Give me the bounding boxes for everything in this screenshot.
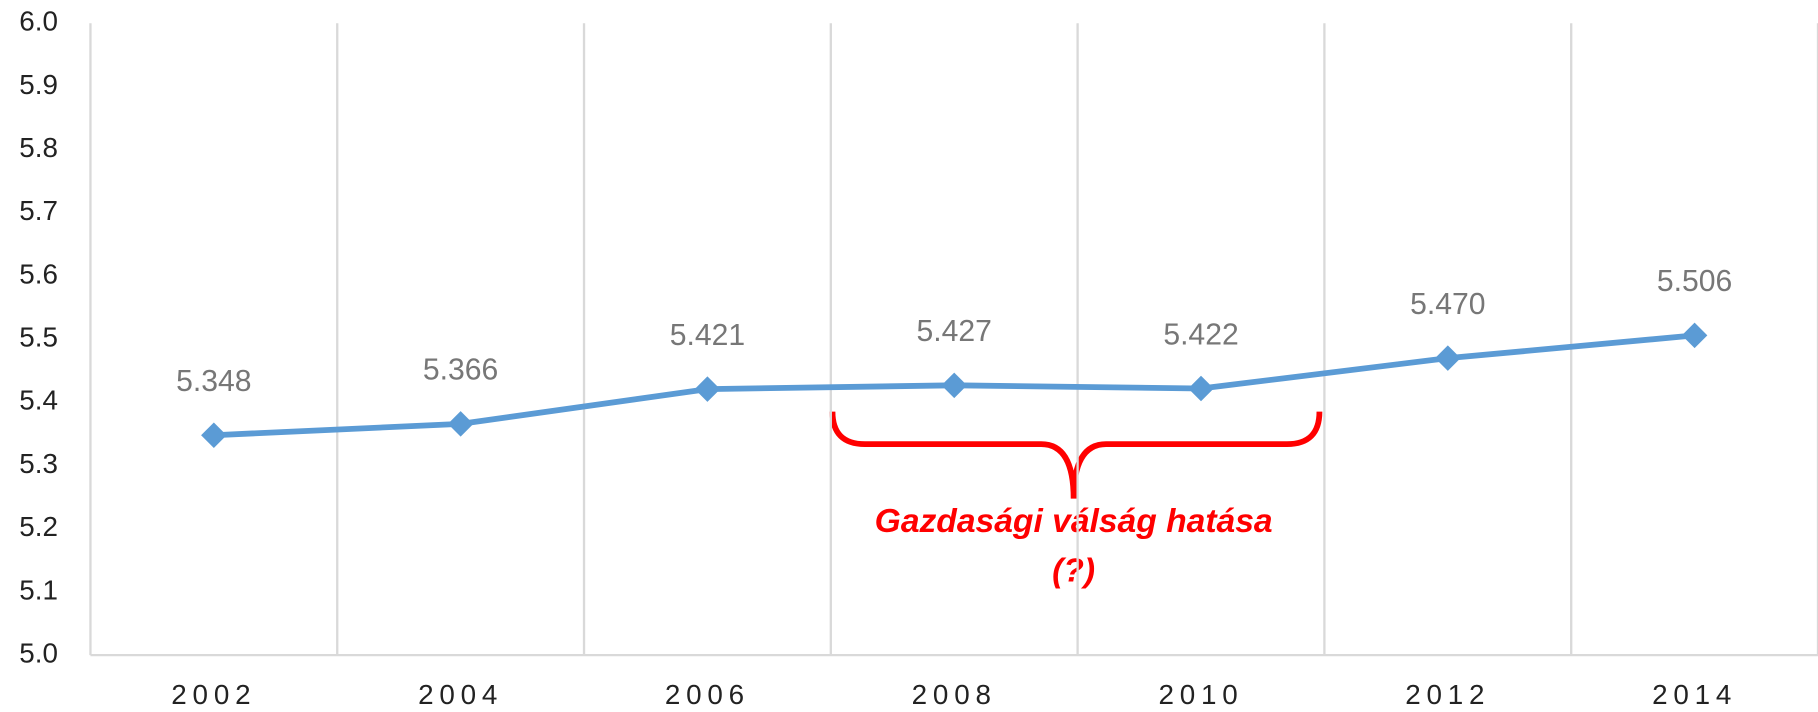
x-tick-label: 2008: [912, 679, 997, 710]
x-tick-label: 2004: [418, 679, 503, 710]
y-tick-label: 5.8: [19, 132, 58, 163]
data-point: [1435, 345, 1461, 371]
y-tick-label: 5.2: [19, 511, 58, 542]
annotation-brace: [829, 411, 1323, 499]
y-tick-label: 5.7: [19, 195, 58, 226]
x-tick-label: 2006: [665, 679, 750, 710]
data-point: [1188, 375, 1214, 402]
y-tick-label: 5.4: [19, 385, 58, 416]
data-point: [941, 372, 967, 399]
data-point: [447, 411, 474, 437]
x-tick-label: 2014: [1652, 679, 1737, 710]
y-tick-label: 5.5: [19, 322, 58, 353]
x-tick-label: 2012: [1405, 679, 1490, 710]
annotation: (?): [1052, 553, 1095, 590]
data-label: 5.421: [670, 319, 745, 352]
y-tick-label: 6.0: [19, 6, 58, 37]
y-tick-label: 5.1: [19, 574, 58, 605]
data-label: 5.366: [423, 354, 498, 387]
data-label: 5.348: [176, 365, 251, 398]
data-label: 5.506: [1657, 265, 1732, 298]
x-tick-label: 2010: [1158, 679, 1243, 710]
y-tick-label: 5.3: [19, 448, 58, 479]
data-label: 5.470: [1410, 288, 1485, 321]
x-tick-label: 2002: [171, 679, 256, 710]
data-point: [201, 422, 227, 448]
data-point: [694, 376, 721, 402]
data-label: 5.427: [917, 315, 992, 348]
y-tick-label: 5.6: [19, 258, 58, 289]
data-point: [1681, 322, 1708, 349]
annotation: Gazdasági válság hatása: [875, 503, 1273, 540]
data-label: 5.422: [1163, 318, 1238, 351]
y-tick-label: 5.9: [19, 69, 58, 100]
y-tick-label: 5.0: [19, 637, 58, 668]
